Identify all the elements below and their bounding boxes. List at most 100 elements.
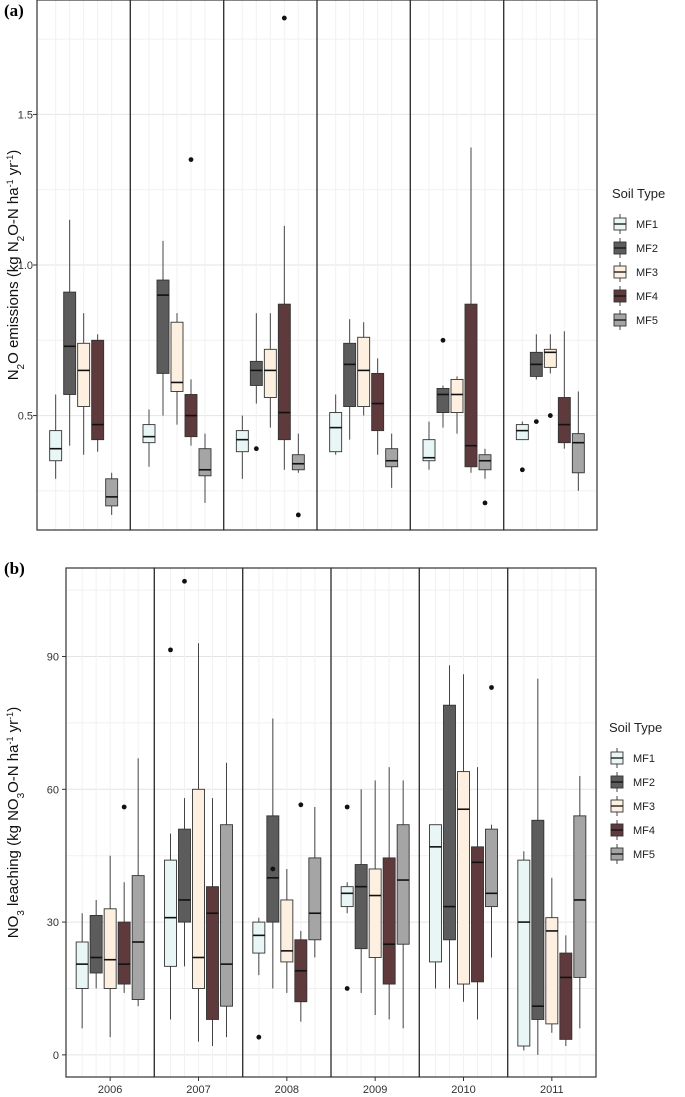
box-mf1-2006 — [49, 394, 63, 479]
legend-item-mf4: MF4 — [610, 820, 655, 840]
box-body — [156, 279, 170, 374]
box-body — [371, 372, 385, 432]
box-body — [263, 348, 277, 398]
outlier-point — [188, 157, 194, 163]
box-mf1-2011 — [517, 851, 531, 1051]
box-mf5-2011 — [571, 391, 585, 491]
box-body — [192, 788, 205, 989]
y-tick-label: 0.5 — [18, 411, 33, 423]
legend-item-mf5: MF5 — [610, 844, 655, 864]
y-axis-title-part: yr — [5, 720, 22, 737]
box-mf1-2011 — [515, 421, 529, 473]
outlier-point — [482, 500, 488, 506]
box-mf1-2009 — [329, 394, 343, 455]
outlier-point — [519, 467, 525, 473]
box-mf1-2007 — [142, 409, 156, 467]
box-mf3-2010 — [450, 376, 464, 434]
box-body — [382, 857, 396, 985]
outlier-point — [121, 804, 127, 810]
box-mf3-2006 — [103, 855, 117, 1038]
box-body — [89, 914, 103, 974]
x-tick-label: 2007 — [186, 1084, 210, 1096]
box-mf3-2008 — [280, 868, 294, 993]
outlier-point — [295, 512, 301, 518]
box-body — [75, 941, 89, 989]
outlier-point — [344, 804, 350, 810]
outlier-point — [547, 413, 553, 418]
y-axis-title-part: leaching (kg NO — [5, 798, 22, 910]
box-body — [280, 899, 294, 963]
box-body — [170, 321, 184, 392]
y-tick-label: 60 — [47, 784, 59, 796]
box-mf3-2009 — [368, 780, 382, 1016]
box-body — [329, 412, 343, 453]
box-body — [515, 424, 529, 441]
box-body — [471, 846, 484, 983]
box-body — [103, 908, 117, 989]
outlier-point — [298, 802, 304, 808]
box-mf3-2007 — [170, 313, 184, 425]
box-body — [557, 397, 571, 444]
outlier-point — [182, 578, 187, 584]
box-mf1-2008 — [235, 415, 249, 479]
box-mf5-2009 — [385, 433, 399, 488]
outlier-point — [440, 337, 446, 343]
y-axis-title-part: O-N ha — [5, 187, 22, 236]
legend: Soil Type MF1 MF2 MF3 MF4 MF5 — [612, 186, 665, 330]
outlier-point — [168, 647, 173, 653]
outlier-point — [281, 15, 287, 21]
box-body — [368, 868, 382, 958]
box-mf2-2011 — [529, 334, 543, 424]
legend-label: MF5 — [636, 315, 658, 327]
y-tick-label: 0 — [53, 1050, 59, 1062]
y-axis-title-part: 3 — [16, 910, 27, 916]
box-body — [450, 378, 464, 414]
box-mf2-2006 — [89, 899, 103, 989]
box-mf5-2008 — [308, 807, 322, 958]
box-body — [343, 342, 357, 407]
box-mf5-2008 — [291, 433, 305, 518]
box-mf3-2010 — [457, 674, 470, 1002]
box-mf4-2007 — [184, 157, 198, 446]
y-tick-label: 1.0 — [18, 260, 33, 272]
box-mf3-2006 — [77, 313, 91, 455]
box-mf4-2011 — [557, 331, 571, 449]
y-axis-title-part: 2 — [16, 235, 27, 241]
box-mf4-2009 — [371, 358, 385, 455]
box-mf2-2007 — [178, 578, 191, 967]
box-body — [291, 454, 305, 471]
box-body — [178, 828, 191, 923]
box-mf1-2007 — [164, 647, 177, 1020]
box-body — [340, 886, 354, 908]
y-axis-title-part: 2 — [16, 363, 27, 369]
legend-label: MF3 — [636, 267, 658, 279]
box-mf3-2007 — [192, 643, 205, 1042]
box-body — [543, 348, 557, 368]
panel-a: 0.51.01.5(a)N2O emissions (kg N2O-N ha-1… — [4, 0, 665, 531]
legend-label: MF1 — [636, 219, 658, 231]
legend-label: MF4 — [636, 291, 658, 303]
legend-item-mf2: MF2 — [610, 772, 655, 792]
outlier-point — [489, 685, 494, 690]
legend: Soil Type MF1 MF2 MF3 MF4 MF5 — [609, 720, 662, 864]
box-body — [308, 857, 322, 941]
box-mf5-2009 — [396, 780, 410, 1029]
box-mf4-2010 — [471, 767, 484, 1020]
box-body — [49, 430, 63, 462]
box-mf3-2008 — [263, 313, 277, 428]
box-body — [429, 824, 442, 963]
box-body — [252, 921, 266, 954]
box-mf2-2007 — [156, 240, 170, 416]
x-tick-label: 2010 — [451, 1084, 475, 1096]
x-tick-label: 2011 — [540, 1084, 564, 1096]
legend-label: MF5 — [633, 849, 655, 861]
box-mf4-2010 — [464, 147, 478, 473]
box-body — [354, 864, 368, 950]
box-body — [478, 454, 492, 471]
box-body — [77, 342, 91, 407]
legend-item-mf1: MF1 — [613, 214, 658, 234]
box-body — [436, 388, 450, 414]
box-mf4-2011 — [559, 935, 573, 1047]
legend-title: Soil Type — [612, 186, 665, 201]
